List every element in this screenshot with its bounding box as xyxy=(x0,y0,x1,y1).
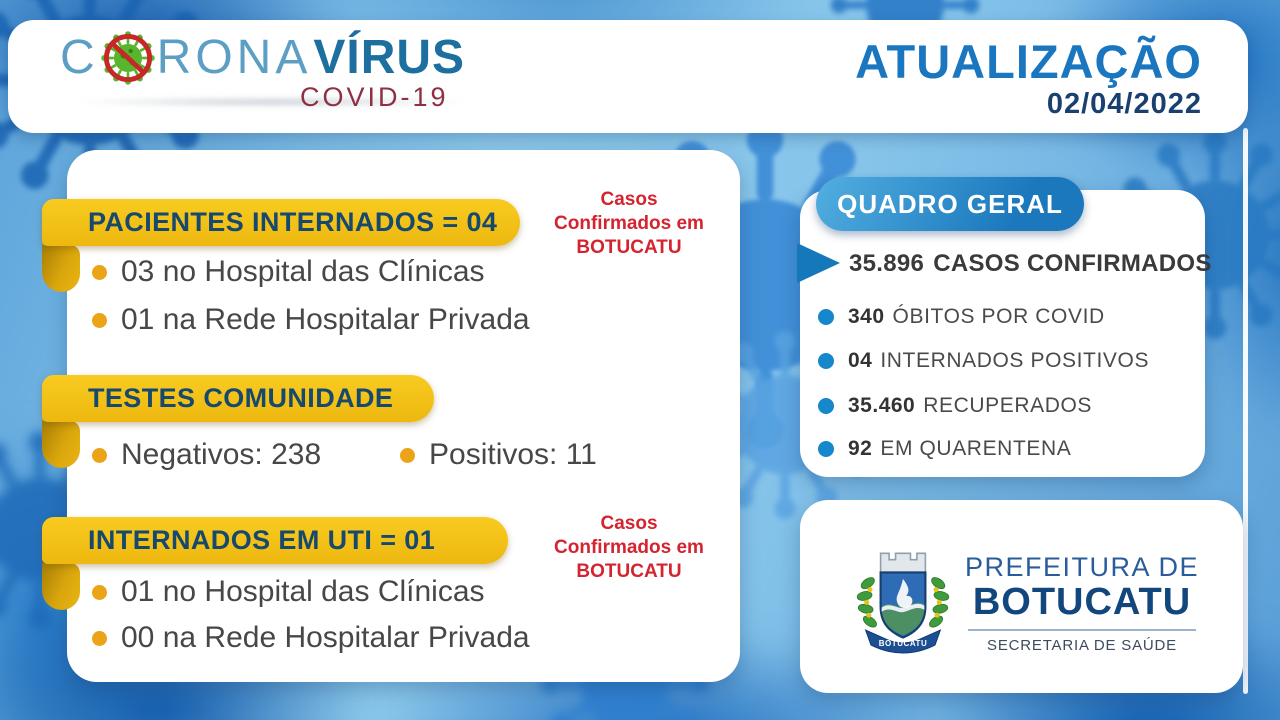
note-line: Confirmados em xyxy=(554,212,704,234)
headline-value: 35.896 xyxy=(849,250,925,277)
ribbon-fold xyxy=(42,563,80,610)
logo-text-bold: VÍRUS xyxy=(313,31,466,84)
botucatu-crest: BOTUCATU xyxy=(856,552,950,654)
org-line-top: PREFEITURA DE xyxy=(964,552,1200,582)
confirmed-cases-headline: 35.896 CASOS CONFIRMADOS xyxy=(849,248,1212,280)
prefeitura-card: BOTUCATU PREFEITURA DE BOTUCATU SECRETAR… xyxy=(800,500,1243,693)
list-item-label: 01 no Hospital das Clínicas xyxy=(121,575,485,608)
note-line: Confirmados em xyxy=(554,536,704,558)
list-item: 00 na Rede Hospitalar Privada xyxy=(92,620,530,656)
logo-subtitle: COVID-19 xyxy=(300,82,449,112)
confirmed-cases-note: Casos Confirmados em BOTUCATU xyxy=(545,188,713,259)
stat-row: 04 INTERNADOS POSITIVOS xyxy=(818,346,1149,376)
stat-value: 92 xyxy=(848,437,873,460)
logo-shadow xyxy=(72,96,472,108)
confirmed-cases-note: Casos Confirmados em BOTUCATU xyxy=(545,512,713,583)
note-line: Casos xyxy=(600,513,658,534)
org-name: BOTUCATU xyxy=(972,581,1192,623)
update-date: 02/04/2022 xyxy=(1046,88,1202,120)
note-line: BOTUCATU xyxy=(576,236,682,258)
stat-value: 340 xyxy=(848,305,885,328)
bullet-dot-icon xyxy=(92,584,107,600)
list-item: Positivos: 11 xyxy=(400,437,597,473)
ribbon-fold xyxy=(42,245,80,292)
right-accent-line xyxy=(1243,128,1248,694)
virus-prohibition-icon xyxy=(100,30,155,85)
general-stats-card xyxy=(800,190,1205,477)
bullet-dot-icon xyxy=(818,353,834,369)
stat-label: INTERNADOS POSITIVOS xyxy=(880,349,1150,372)
list-item: 01 na Rede Hospitalar Privada xyxy=(92,302,530,338)
section-header-internados-uti: INTERNADOS EM UTI = 01 xyxy=(42,517,508,564)
bullet-dot-icon xyxy=(818,441,834,457)
stat-label: EM QUARENTENA xyxy=(880,437,1072,460)
crest-ribbon-label: BOTUCATU xyxy=(879,639,928,648)
stat-row: 35.460 RECUPERADOS xyxy=(818,391,1092,421)
logo-text-light: C xyxy=(60,31,99,84)
list-item-label: 01 na Rede Hospitalar Privada xyxy=(121,303,530,336)
stat-label: ÓBITOS POR COVID xyxy=(892,305,1105,328)
stat-row: 340 ÓBITOS POR COVID xyxy=(818,302,1105,332)
list-item-label: Positivos: 11 xyxy=(429,438,597,471)
bullet-dot-icon xyxy=(92,447,107,463)
note-line: BOTUCATU xyxy=(576,560,682,582)
bullet-dot-icon xyxy=(818,398,834,414)
org-block: PREFEITURA DE BOTUCATU SECRETARIA DE SAÚ… xyxy=(952,552,1212,654)
coronavirus-logo: C RONA VÍRUS xyxy=(60,30,465,85)
list-item: 03 no Hospital das Clínicas xyxy=(92,254,485,290)
general-stats-header: QUADRO GERAL xyxy=(816,177,1084,231)
top-banner: C RONA VÍRUS COVID-19 ATUALIZAÇÃO 02/04/… xyxy=(8,20,1248,133)
section-header-pacientes-internados: PACIENTES INTERNADOS = 04 xyxy=(42,199,520,246)
bullet-dot-icon xyxy=(92,312,107,328)
list-item: Negativos: 238 xyxy=(92,437,321,473)
ribbon-fold xyxy=(42,421,80,468)
org-divider xyxy=(968,629,1196,631)
logo-text-light: RONA xyxy=(156,31,312,84)
stat-label: RECUPERADOS xyxy=(923,394,1093,417)
page-title: ATUALIZAÇÃO xyxy=(855,35,1202,88)
stat-row: 92 EM QUARENTENA xyxy=(818,434,1071,464)
bullet-dot-icon xyxy=(92,264,107,280)
bullet-dot-icon xyxy=(400,447,415,463)
list-item-label: Negativos: 238 xyxy=(121,438,322,471)
note-line: Casos xyxy=(600,189,658,210)
headline-label: CASOS CONFIRMADOS xyxy=(933,250,1212,277)
section-header-testes-comunidade: TESTES COMUNIDADE xyxy=(42,375,434,422)
org-department: SECRETARIA DE SAÚDE xyxy=(987,637,1177,654)
stat-value: 35.460 xyxy=(848,394,916,417)
list-item-label: 03 no Hospital das Clínicas xyxy=(121,255,485,288)
bullet-dot-icon xyxy=(818,309,834,325)
stat-value: 04 xyxy=(848,349,873,372)
arrow-right-icon xyxy=(797,243,840,283)
list-item-label: 00 na Rede Hospitalar Privada xyxy=(121,621,530,654)
bullet-dot-icon xyxy=(92,630,107,646)
list-item: 01 no Hospital das Clínicas xyxy=(92,574,485,610)
